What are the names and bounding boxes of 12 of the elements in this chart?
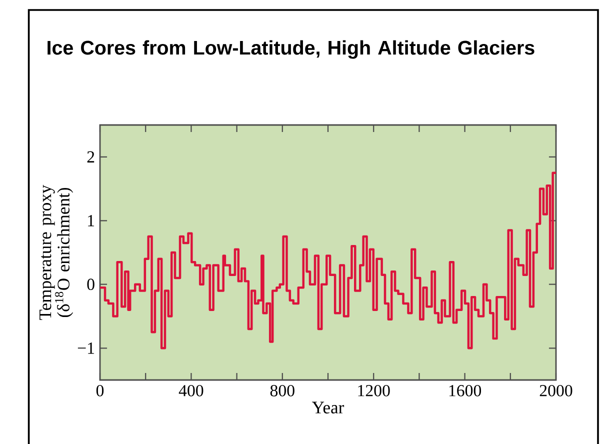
y-tick-label: −1 [78, 342, 94, 354]
y-tick-label: 0 [87, 278, 94, 290]
x-tick-label: 800 [270, 384, 294, 396]
x-axis-title: Year [312, 402, 344, 414]
x-tick-label: 0 [96, 384, 104, 396]
x-tick-label: 1200 [358, 384, 390, 396]
x-tick-label: 2000 [540, 384, 572, 396]
y-tick-label: 1 [88, 215, 94, 226]
chart-title: Ice Cores from Low-Latitude, High Altitude Glaciers [48, 40, 534, 59]
x-tick-label: 400 [178, 384, 204, 396]
y-tick-label: 2 [87, 151, 94, 162]
x-tick-label: 1600 [449, 384, 482, 396]
